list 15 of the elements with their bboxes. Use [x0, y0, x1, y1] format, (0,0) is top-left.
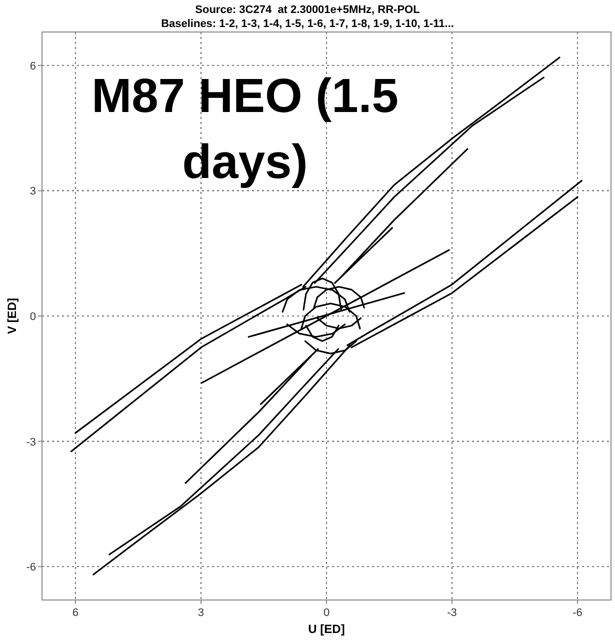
chart-subtitle: Baselines: 1-2, 1-3, 1-4, 1-5, 1-6, 1-7, 1-8, 1-9, 1-10, 1-11...: [161, 18, 454, 30]
x-tick-label: -6: [572, 607, 582, 619]
x-tick-label: -3: [447, 607, 457, 619]
x-tick-label: 0: [323, 607, 330, 619]
y-tick-label: 6: [30, 60, 36, 72]
annotation: M87 HEO (1.5 days): [92, 70, 398, 189]
y-tick-label: 3: [30, 186, 36, 198]
x-tick-label: 3: [198, 607, 204, 619]
y-axis-title: V [ED]: [5, 298, 19, 334]
chart-title: Source: 3C274 at 2.30001e+5MHz, RR-POL: [195, 4, 420, 16]
y-tick-label: -6: [26, 562, 36, 574]
y-tick-label: -3: [26, 436, 36, 448]
x-tick-label: 6: [72, 607, 79, 619]
x-axis-title: U [ED]: [308, 622, 345, 636]
y-tick-label: 0: [30, 311, 36, 323]
